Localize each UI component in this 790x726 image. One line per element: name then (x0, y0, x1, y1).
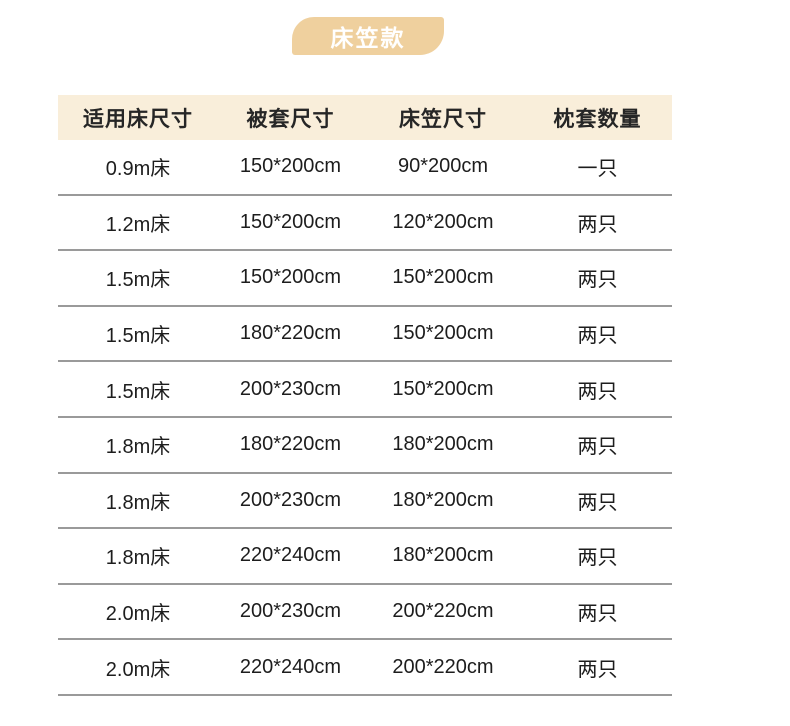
cell-duvet-size: 180*220cm (239, 433, 342, 456)
cell-pillowcase-count: 两只 (577, 436, 618, 459)
cell-pillowcase-count: 两只 (577, 325, 618, 348)
cell-duvet-size: 150*200cm (239, 266, 342, 289)
cell-bed-size: 1.8m床 (105, 436, 171, 459)
ribbon-label: 床笠款 (330, 25, 406, 51)
header-bed-size: 适用床尺寸 (83, 107, 193, 131)
cell-fitted-sheet-size: 200*220cm (392, 600, 494, 623)
table-row: 1.2m床 150*200cm 120*200cm 两只 (58, 196, 672, 252)
cell-pillowcase-count: 两只 (577, 213, 618, 236)
cell-bed-size: 1.2m床 (105, 213, 171, 236)
cell-fitted-sheet-size: 150*200cm (392, 322, 494, 345)
cell-duvet-size: 150*200cm (239, 155, 342, 178)
table-row: 2.0m床 220*240cm 200*220cm 两只 (58, 640, 672, 696)
table-row: 0.9m床 150*200cm 90*200cm 一只 (58, 140, 672, 196)
cell-bed-size: 0.9m床 (105, 158, 171, 181)
cell-bed-size: 1.8m床 (105, 491, 171, 514)
cell-fitted-sheet-size: 200*220cm (392, 655, 494, 678)
cell-bed-size: 1.5m床 (105, 325, 171, 348)
cell-fitted-sheet-size: 180*200cm (392, 433, 494, 456)
cell-fitted-sheet-size: 180*200cm (392, 488, 494, 511)
cell-bed-size: 2.0m床 (105, 658, 171, 681)
cell-duvet-size: 220*240cm (239, 544, 342, 567)
cell-fitted-sheet-size: 150*200cm (392, 266, 494, 289)
cell-duvet-size: 220*240cm (239, 655, 342, 678)
cell-duvet-size: 200*230cm (239, 600, 342, 623)
size-table: 适用床尺寸 被套尺寸 床笠尺寸 枕套数量 0.9m床 150*200cm 90*… (58, 95, 672, 696)
cell-pillowcase-count: 两只 (577, 269, 618, 292)
header-duvet-size: 被套尺寸 (246, 107, 335, 131)
category-ribbon: 床笠款 (292, 17, 444, 55)
cell-pillowcase-count: 两只 (577, 491, 618, 514)
cell-fitted-sheet-size: 150*200cm (392, 377, 494, 400)
cell-pillowcase-count: 一只 (577, 158, 618, 181)
cell-duvet-size: 150*200cm (239, 210, 342, 233)
cell-bed-size: 1.5m床 (105, 380, 171, 403)
table-row: 1.5m床 180*220cm 150*200cm 两只 (58, 307, 672, 363)
table-row: 1.8m床 200*230cm 180*200cm 两只 (58, 474, 672, 530)
cell-duvet-size: 180*220cm (239, 322, 342, 345)
cell-bed-size: 1.8m床 (105, 547, 171, 570)
header-pillowcase-count: 枕套数量 (553, 107, 642, 131)
cell-fitted-sheet-size: 120*200cm (392, 210, 494, 233)
cell-bed-size: 2.0m床 (105, 603, 171, 626)
cell-pillowcase-count: 两只 (577, 658, 618, 681)
table-row: 1.8m床 180*220cm 180*200cm 两只 (58, 418, 672, 474)
cell-fitted-sheet-size: 90*200cm (397, 155, 489, 178)
table-row: 1.8m床 220*240cm 180*200cm 两只 (58, 529, 672, 585)
table-row: 1.5m床 200*230cm 150*200cm 两只 (58, 362, 672, 418)
cell-pillowcase-count: 两只 (577, 547, 618, 570)
cell-fitted-sheet-size: 180*200cm (392, 544, 494, 567)
table-row: 1.5m床 150*200cm 150*200cm 两只 (58, 251, 672, 307)
cell-pillowcase-count: 两只 (577, 380, 618, 403)
cell-pillowcase-count: 两只 (577, 603, 618, 626)
header-fitted-sheet-size: 床笠尺寸 (399, 107, 487, 131)
cell-bed-size: 1.5m床 (105, 269, 171, 292)
table-row: 2.0m床 200*230cm 200*220cm 两只 (58, 585, 672, 641)
cell-duvet-size: 200*230cm (239, 488, 342, 511)
table-header-row: 适用床尺寸 被套尺寸 床笠尺寸 枕套数量 (58, 95, 672, 140)
cell-duvet-size: 200*230cm (239, 377, 342, 400)
